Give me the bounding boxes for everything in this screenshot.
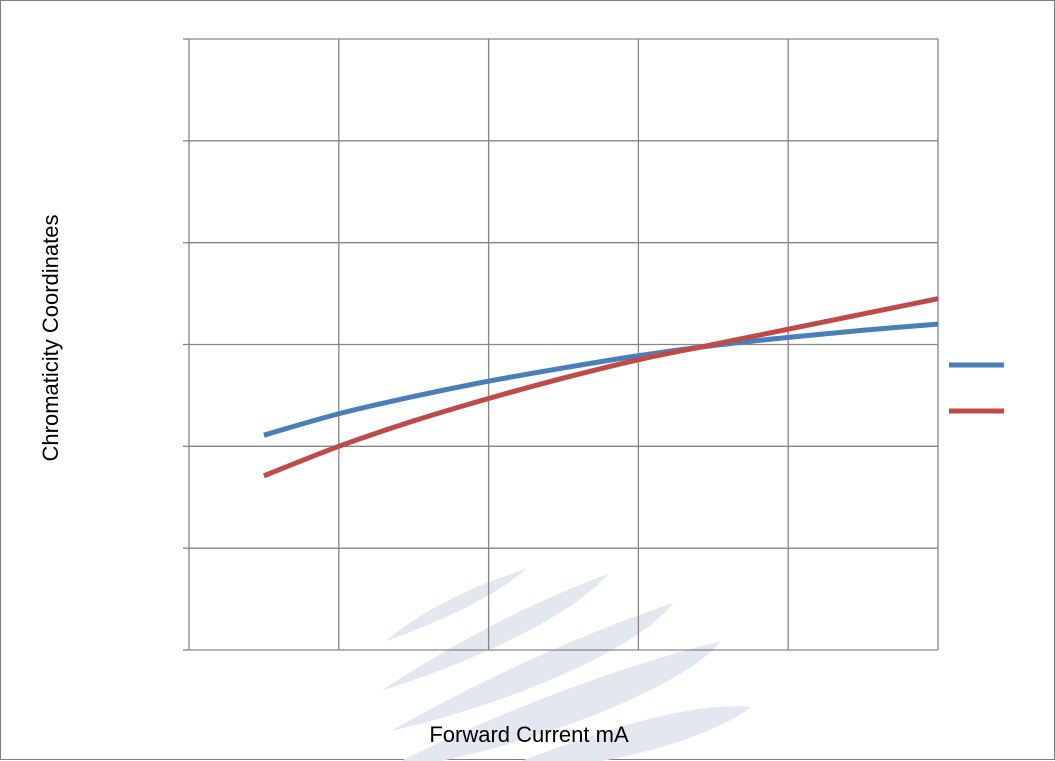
y-axis-label: Chromaticity Coordinates (38, 215, 63, 462)
series-line-1 (263, 321, 939, 438)
watermark-logo (381, 569, 751, 761)
plot-grid (188, 38, 939, 651)
series-line-2 (262, 296, 939, 479)
y-axis-ticks (183, 38, 189, 651)
series-layer (262, 296, 939, 479)
legend (949, 362, 1004, 414)
x-axis-label: Forward Current mA (429, 722, 629, 747)
